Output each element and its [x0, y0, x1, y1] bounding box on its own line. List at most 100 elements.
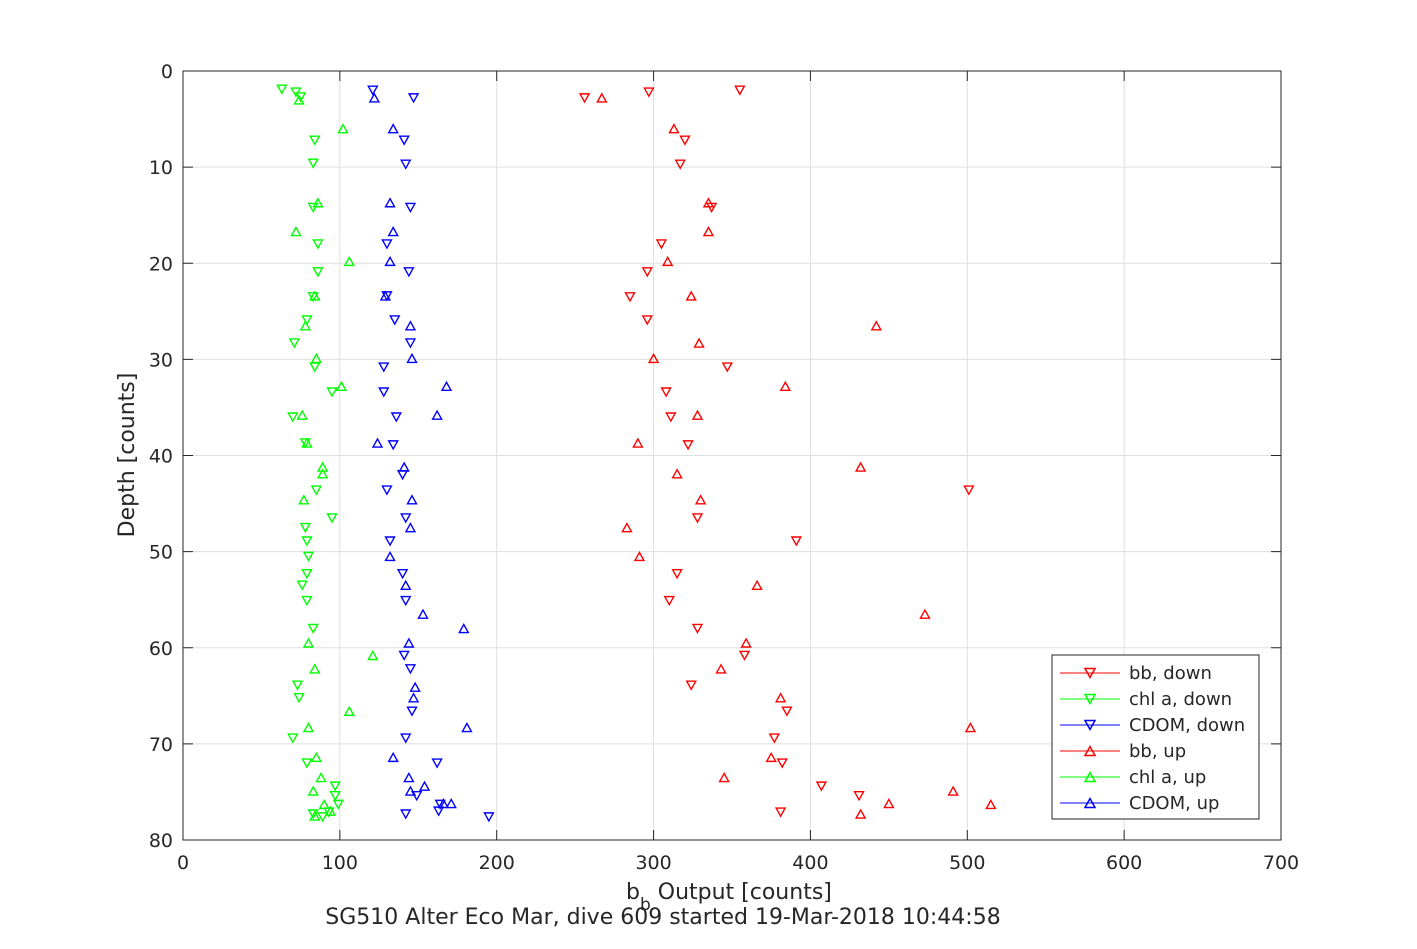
data-point	[384, 550, 396, 562]
data-point	[702, 226, 715, 237]
data-point	[400, 595, 412, 607]
x-axis-label-rest: Output [counts]	[651, 880, 832, 905]
data-point	[691, 623, 704, 635]
data-point	[682, 440, 694, 451]
series-4	[290, 94, 379, 821]
data-point	[381, 485, 393, 496]
data-point	[326, 387, 338, 398]
data-point	[643, 87, 655, 98]
y-tick-label: 30	[149, 349, 173, 371]
data-point	[417, 608, 429, 619]
data-point	[691, 513, 704, 524]
data-point	[693, 337, 705, 348]
data-point	[647, 352, 660, 364]
y-tick-label: 40	[149, 446, 173, 468]
data-point	[458, 623, 470, 634]
data-point	[296, 409, 308, 420]
data-point	[431, 409, 443, 420]
series-5	[368, 92, 473, 809]
data-point	[276, 84, 288, 95]
data-point	[721, 362, 733, 373]
legend-marker	[1083, 667, 1097, 680]
data-point	[301, 568, 313, 580]
data-point	[440, 380, 453, 392]
data-point	[299, 320, 312, 331]
data-point	[329, 781, 341, 792]
legend-marker	[1083, 693, 1097, 706]
data-point	[307, 623, 319, 635]
legend-marker	[1083, 744, 1097, 757]
x-tick-label: 200	[479, 852, 515, 874]
data-point	[774, 692, 787, 703]
series-0	[578, 85, 975, 818]
data-point	[400, 159, 412, 170]
data-point	[384, 536, 396, 547]
data-point	[768, 733, 781, 744]
data-point	[326, 513, 338, 524]
data-point	[776, 758, 788, 769]
y-tick-label: 20	[149, 253, 173, 275]
data-point	[407, 93, 420, 104]
data-point	[660, 387, 672, 398]
data-point	[774, 807, 787, 818]
data-point	[418, 780, 431, 791]
data-point	[702, 197, 715, 208]
data-point	[315, 772, 327, 783]
y-tick-label: 60	[149, 638, 173, 660]
data-point	[715, 663, 727, 674]
data-point	[301, 315, 313, 326]
data-point	[293, 94, 305, 105]
data-point	[694, 494, 707, 505]
series-3	[596, 92, 997, 819]
data-point	[332, 799, 344, 810]
data-point	[661, 255, 674, 267]
series-2	[367, 85, 495, 823]
data-point	[290, 87, 302, 98]
legend-marker	[1083, 770, 1097, 783]
data-point	[312, 197, 324, 208]
x-tick-label: 100	[322, 852, 358, 874]
x-axis-label: bb Output [counts]	[626, 880, 832, 915]
data-point	[384, 255, 396, 267]
axis-ticks: 0 100 200 300 400 500 600 700 0 10 20 30 40 50 60 70 80	[149, 61, 1299, 874]
data-point	[404, 338, 417, 349]
data-point	[870, 320, 882, 331]
data-point	[790, 536, 803, 547]
data-point	[685, 680, 697, 691]
data-point	[387, 226, 399, 237]
data-point	[404, 664, 417, 675]
data-point	[596, 92, 608, 103]
data-point	[632, 437, 644, 448]
data-point	[624, 292, 636, 303]
data-point	[437, 797, 450, 809]
y-tick-label: 70	[149, 734, 173, 756]
data-point	[329, 791, 341, 802]
data-point	[679, 135, 691, 146]
data-point	[296, 580, 308, 591]
data-point	[316, 812, 329, 823]
x-axis-label-main: b	[626, 880, 640, 905]
data-point	[343, 255, 355, 267]
data-point	[381, 291, 393, 302]
data-point	[371, 437, 384, 448]
data-point	[853, 791, 865, 802]
legend-marker	[1083, 796, 1097, 809]
data-point	[400, 809, 412, 820]
data-point	[293, 692, 305, 704]
data-point	[390, 412, 403, 423]
data-point	[779, 380, 792, 392]
data-point	[740, 637, 752, 648]
data-point	[404, 202, 417, 213]
data-point	[310, 352, 323, 364]
data-point	[309, 810, 321, 821]
data-point	[947, 785, 959, 796]
data-point	[368, 92, 381, 103]
figure-caption: SG510 Alter Eco Mar, dive 609 started 19…	[325, 905, 1000, 930]
data-point	[290, 226, 302, 237]
data-point	[431, 758, 443, 769]
data-point	[400, 513, 412, 524]
data-point	[751, 579, 763, 591]
data-point	[379, 290, 392, 301]
